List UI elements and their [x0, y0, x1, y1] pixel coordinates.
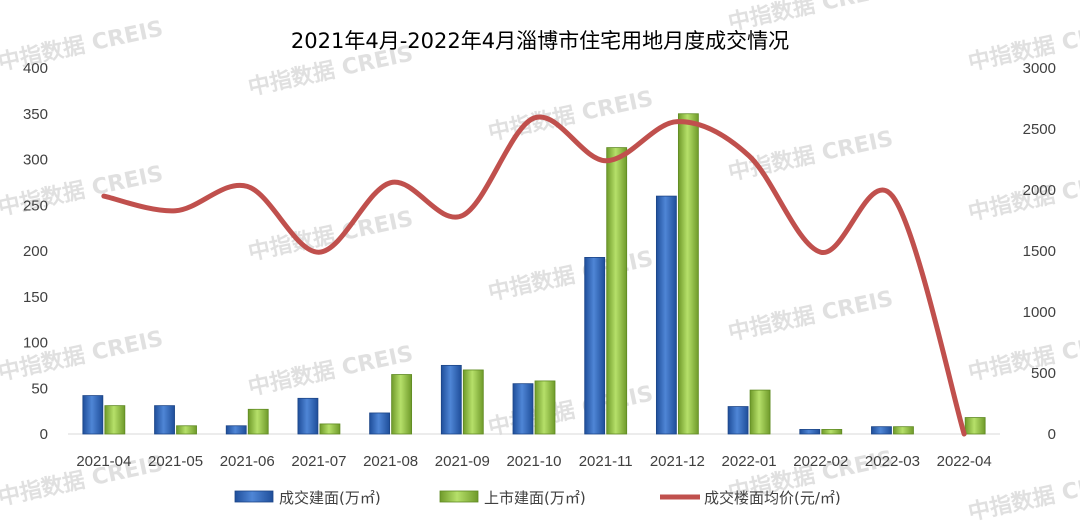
right-axis-ticks: 0 500 1000 1500 2000 2500 3000	[1023, 60, 1056, 443]
legend-swatch-0	[234, 490, 274, 503]
watermark-text: 中指数据 CREIS	[486, 246, 656, 306]
bars	[82, 113, 986, 435]
bar-transaction-area	[225, 425, 247, 435]
chart-title: 2021年4月-2022年4月淄博市住宅用地月度成交情况	[291, 29, 789, 53]
left-axis-tick-label: 300	[23, 152, 48, 169]
watermark-text: 中指数据 CREIS	[486, 381, 656, 441]
x-axis-tick-label: 2021-04	[76, 453, 131, 470]
bar-listed-area	[821, 429, 843, 435]
x-axis-tick-label: 2022-04	[937, 453, 992, 470]
bar-listed-area	[677, 113, 699, 435]
bar-listed-area	[176, 425, 197, 435]
bar-transaction-area	[799, 429, 821, 435]
x-axis-tick-label: 2021-06	[220, 453, 275, 470]
watermark-text: 中指数据 CREIS	[246, 206, 416, 266]
legend: 成交建面(万㎡) 上市建面(万㎡) 成交楼面均价(元/㎡)	[234, 489, 841, 507]
left-axis-tick-label: 0	[40, 426, 48, 443]
bar-listed-area	[247, 408, 269, 435]
bar-listed-area	[391, 374, 413, 435]
legend-swatch-1	[439, 490, 479, 503]
left-axis-tick-label: 200	[23, 243, 48, 260]
bar-transaction-area	[512, 383, 534, 435]
right-axis-tick-label: 1500	[1023, 243, 1056, 260]
x-axis-tick-label: 2021-08	[363, 453, 418, 470]
left-axis-tick-label: 250	[23, 197, 48, 214]
bar-transaction-area	[584, 257, 606, 435]
right-axis-tick-label: 3000	[1023, 60, 1056, 77]
legend-label-2: 成交楼面均价(元/㎡)	[704, 489, 841, 507]
left-axis-tick-label: 150	[23, 289, 48, 306]
x-axis-tick-label: 2022-01	[722, 453, 777, 470]
bar-transaction-area	[727, 406, 749, 435]
bar-transaction-area	[369, 412, 391, 435]
watermark-text: 中指数据 CREIS	[966, 326, 1080, 386]
bar-transaction-area	[871, 426, 892, 435]
right-axis-tick-label: 2000	[1023, 182, 1056, 199]
left-axis-tick-label: 350	[23, 106, 48, 123]
bar-listed-area	[964, 417, 986, 435]
series-line-price	[101, 114, 967, 437]
bar-transaction-area	[655, 195, 677, 435]
x-axis-tick-label: 2021-12	[650, 453, 705, 470]
bar-listed-area	[606, 147, 628, 435]
right-axis-tick-label: 500	[1031, 365, 1056, 382]
x-axis-tick-label: 2021-07	[291, 453, 346, 470]
left-axis-tick-label: 400	[23, 60, 48, 77]
bar-listed-area	[534, 380, 556, 435]
x-axis-tick-label: 2021-10	[506, 453, 561, 470]
bar-listed-area	[319, 423, 341, 435]
x-axis-tick-label: 2022-02	[793, 453, 848, 470]
bar-listed-area	[462, 369, 484, 435]
right-axis-tick-label: 2500	[1023, 121, 1056, 138]
bar-listed-area	[893, 426, 914, 435]
bar-transaction-area	[297, 397, 319, 435]
x-axis-tick-label: 2021-09	[435, 453, 490, 470]
x-axis-tick-label: 2021-11	[579, 453, 633, 470]
bar-listed-area	[749, 389, 771, 435]
bar-transaction-area	[82, 395, 104, 435]
bar-transaction-area	[440, 364, 462, 435]
watermark-text: 中指数据 CREIS	[726, 286, 896, 346]
bar-transaction-area	[154, 405, 175, 435]
left-axis-ticks: 0 50 100 150 200 250 300 350 400	[23, 60, 48, 443]
right-axis-tick-label: 0	[1048, 426, 1056, 443]
legend-label-1: 上市建面(万㎡)	[484, 489, 586, 507]
x-axis-tick-label: 2022-03	[865, 453, 920, 470]
watermark-text: 中指数据 CREIS	[966, 466, 1080, 526]
left-axis-tick-label: 50	[31, 380, 48, 397]
x-axis-tick-label: 2021-05	[148, 453, 203, 470]
left-axis-tick-label: 100	[23, 335, 48, 352]
bar-listed-area	[104, 405, 126, 435]
x-axis-ticks: 2021-04 2021-05 2021-06 2021-07 2021-08 2021-…	[76, 453, 991, 470]
watermark-text: 中指数据 CREIS	[246, 341, 416, 401]
right-axis-tick-label: 1000	[1023, 304, 1056, 321]
legend-label-0: 成交建面(万㎡)	[279, 489, 381, 507]
